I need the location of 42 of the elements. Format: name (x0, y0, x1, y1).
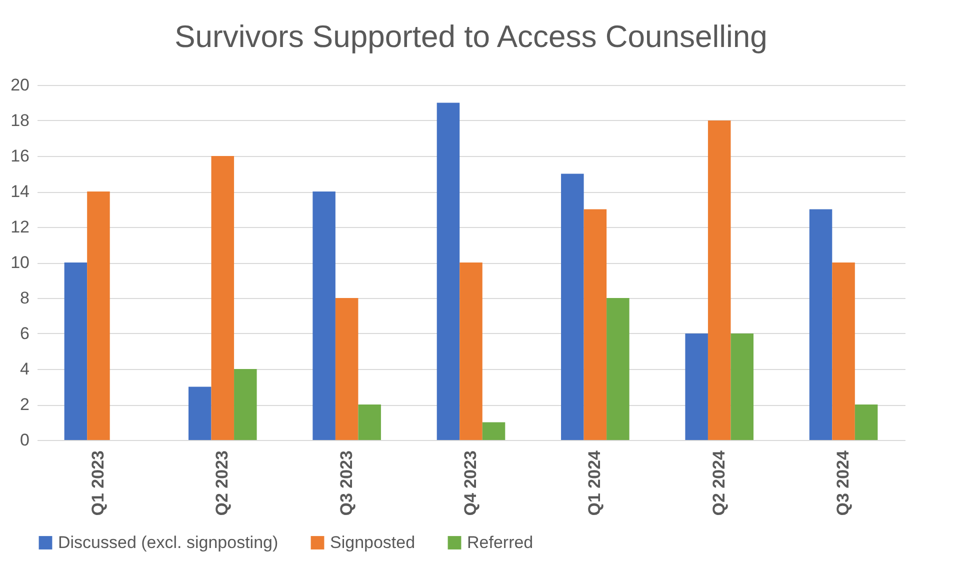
bar (64, 262, 88, 440)
y-tick-label: 14 (10, 182, 30, 201)
bar (584, 209, 607, 440)
bar (685, 334, 708, 440)
x-tick-label: Q2 2024 (709, 450, 728, 516)
x-tick-label: Q1 2024 (585, 450, 604, 516)
y-tick-label: 0 (20, 430, 30, 450)
x-tick-label: Q3 2023 (336, 450, 356, 516)
y-tick-label: 16 (10, 146, 30, 166)
bar (436, 102, 460, 440)
bar (482, 422, 506, 440)
legend-label: Signposted (330, 532, 416, 552)
bar (188, 386, 212, 440)
chart-title: Survivors Supported to Access Counselling (174, 19, 768, 54)
x-tick-label: Q4 2023 (461, 450, 480, 516)
y-tick-label: 12 (10, 218, 30, 236)
bar (854, 404, 878, 440)
bar (730, 334, 754, 440)
y-tick-label: 6 (20, 324, 30, 343)
bar (312, 192, 336, 440)
y-tick-label: 4 (20, 360, 30, 378)
bar (708, 120, 731, 440)
bar (335, 298, 358, 440)
y-tick-label: 10 (10, 253, 30, 272)
x-tick-label: Q3 2024 (834, 450, 853, 516)
bar (809, 209, 832, 440)
bar (211, 156, 234, 440)
bar (606, 298, 630, 440)
legend-label: Referred (467, 532, 534, 552)
bar (460, 262, 482, 440)
bar (87, 192, 110, 440)
y-tick-label: 18 (10, 111, 30, 130)
y-tick-label: 8 (20, 288, 30, 308)
x-tick-label: Q1 2023 (88, 450, 108, 516)
x-tick-label: Q2 2023 (212, 450, 232, 516)
bar (561, 174, 584, 440)
legend-label: Discussed (excl. signposting) (58, 532, 278, 552)
bar (234, 369, 257, 440)
bar (358, 404, 381, 440)
bar (832, 262, 855, 440)
y-tick-label: 2 (20, 395, 30, 414)
y-tick-label: 20 (10, 76, 30, 94)
